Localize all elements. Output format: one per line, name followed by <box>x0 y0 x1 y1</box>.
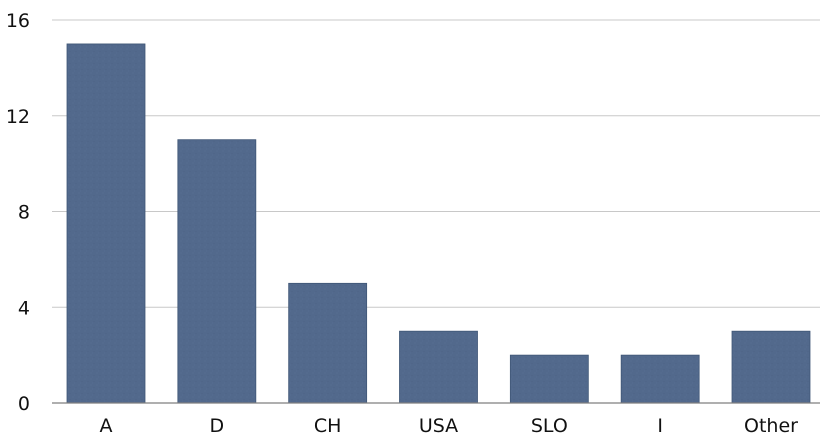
x-tick-label: D <box>210 415 225 437</box>
x-tick-label: USA <box>419 415 458 437</box>
gridlines <box>52 19 820 308</box>
bars <box>66 43 811 404</box>
bar-d <box>177 139 257 404</box>
y-tick-label: 12 <box>6 106 30 128</box>
y-tick-label: 8 <box>18 202 30 224</box>
y-axis-tick-labels: 0 4 8 12 16 <box>6 10 30 415</box>
y-tick-label: 0 <box>18 393 30 415</box>
x-axis-tick-labels: A D CH USA SLO I Other <box>100 415 799 437</box>
bar-a <box>66 43 146 404</box>
x-tick-label: A <box>100 415 113 437</box>
x-tick-label: Other <box>744 415 798 437</box>
bar-ch <box>288 282 368 404</box>
y-tick-label: 4 <box>18 297 30 319</box>
bar-slo <box>509 354 589 404</box>
x-tick-label: I <box>657 415 663 437</box>
bar-usa <box>399 330 478 404</box>
y-tick-label: 16 <box>6 10 30 32</box>
bar-other <box>731 330 811 404</box>
x-tick-label: SLO <box>531 415 568 437</box>
bar-i <box>620 354 700 404</box>
x-tick-label: CH <box>314 415 342 437</box>
